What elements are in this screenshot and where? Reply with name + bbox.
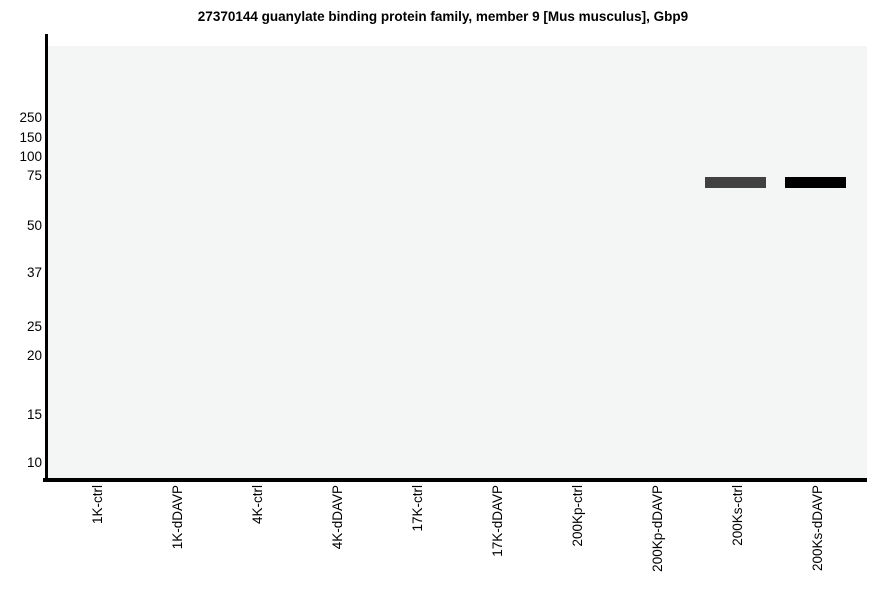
mw-marker-label-250: 250 [19,110,42,125]
y-axis-line [45,34,48,482]
mw-marker-label-150: 150 [19,130,42,145]
lane-label-200Kp-ctrl: 200Kp-ctrl [570,485,585,547]
lane-label-17K-ctrl: 17K-ctrl [410,485,425,532]
mw-marker-label-20: 20 [26,348,42,363]
figure-title: 27370144 guanylate binding protein famil… [197,9,689,24]
lane-label-17K-dDAVP: 17K-dDAVP [490,485,505,557]
protein-band-200Ks-dDAVP [785,177,846,188]
mw-marker-label-10: 10 [26,455,42,470]
mw-marker-label-25: 25 [26,319,42,334]
plot-panel [48,46,867,478]
x-axis-line [43,478,867,482]
lane-label-1K-dDAVP: 1K-dDAVP [170,485,185,550]
mw-marker-label-100: 100 [19,149,42,164]
mw-marker-label-37: 37 [26,265,42,280]
mw-marker-label-15: 15 [26,407,42,422]
lane-label-200Ks-dDAVP: 200Ks-dDAVP [810,485,825,572]
lane-label-200Kp-dDAVP: 200Kp-dDAVP [650,485,665,572]
lane-label-200Ks-ctrl: 200Ks-ctrl [730,485,745,546]
lane-label-4K-ctrl: 4K-ctrl [250,485,265,525]
protein-band-200Ks-ctrl [705,177,766,188]
lane-label-1K-ctrl: 1K-ctrl [90,485,105,525]
mw-marker-label-50: 50 [26,218,42,233]
mw-marker-label-75: 75 [26,168,42,183]
lane-label-4K-dDAVP: 4K-dDAVP [330,485,345,550]
